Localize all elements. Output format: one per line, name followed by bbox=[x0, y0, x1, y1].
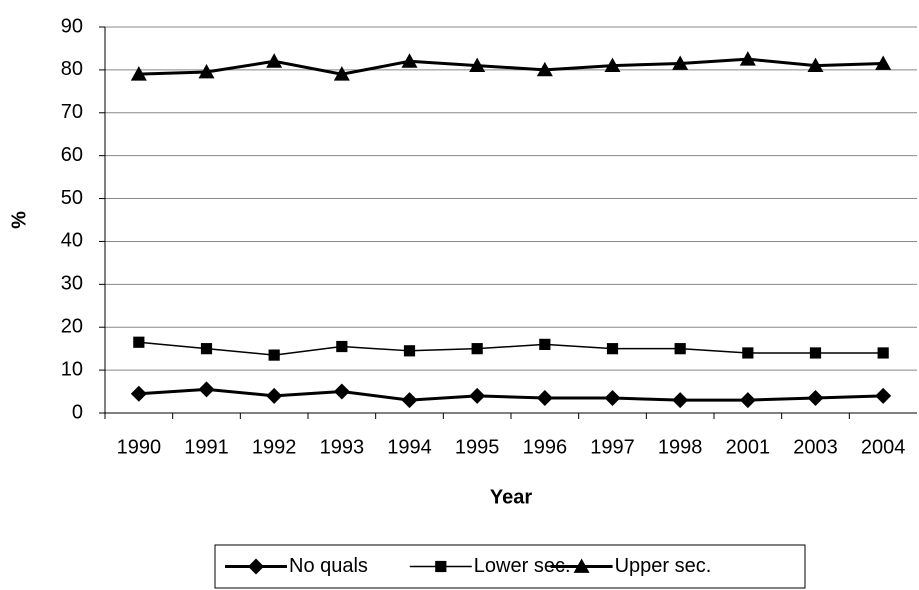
marker bbox=[333, 383, 350, 400]
y-tick-label: 30 bbox=[61, 273, 83, 295]
x-tick-label: 1996 bbox=[523, 436, 568, 458]
y-tick-label: 10 bbox=[61, 358, 83, 380]
x-tick-label: 1992 bbox=[252, 436, 297, 458]
x-tick-label: 1995 bbox=[455, 436, 500, 458]
marker bbox=[266, 387, 283, 404]
marker bbox=[539, 338, 551, 350]
legend-marker bbox=[435, 560, 447, 573]
series-line bbox=[138, 57, 884, 76]
marker bbox=[403, 345, 416, 357]
legend-label: Lower sec. bbox=[474, 555, 571, 577]
marker bbox=[739, 392, 756, 409]
y-tick-label: 80 bbox=[61, 58, 83, 80]
marker bbox=[672, 55, 689, 70]
marker bbox=[739, 51, 756, 66]
marker bbox=[469, 57, 486, 72]
x-tick-label: 2003 bbox=[793, 436, 838, 458]
series-line bbox=[138, 341, 884, 356]
marker bbox=[268, 349, 280, 361]
legend-marker bbox=[248, 558, 264, 575]
marker bbox=[130, 385, 147, 402]
y-tick-label: 50 bbox=[61, 187, 83, 209]
y-axis-title: % bbox=[8, 211, 30, 229]
y-tick-label: 0 bbox=[72, 401, 83, 423]
y-tick-label: 60 bbox=[61, 144, 83, 166]
marker bbox=[807, 57, 824, 72]
marker bbox=[672, 392, 689, 409]
marker bbox=[401, 392, 418, 409]
y-tick-label: 40 bbox=[61, 230, 83, 252]
marker bbox=[742, 347, 754, 359]
x-tick-label: 2004 bbox=[861, 436, 906, 458]
marker bbox=[198, 381, 215, 398]
marker bbox=[536, 389, 553, 406]
x-tick-label: 1997 bbox=[590, 436, 635, 458]
x-tick-label: 1990 bbox=[117, 436, 162, 458]
marker bbox=[875, 387, 892, 404]
marker bbox=[401, 53, 418, 68]
marker bbox=[877, 347, 889, 359]
y-tick-label: 70 bbox=[61, 101, 83, 123]
legend-box bbox=[214, 544, 806, 589]
marker bbox=[604, 389, 621, 406]
marker bbox=[536, 61, 553, 77]
marker bbox=[606, 343, 619, 355]
marker bbox=[471, 343, 483, 355]
marker bbox=[133, 336, 145, 348]
series-line bbox=[138, 387, 884, 402]
marker bbox=[336, 340, 348, 353]
legend-label: No quals bbox=[289, 555, 368, 577]
x-tick-label: 1991 bbox=[184, 436, 229, 458]
marker bbox=[674, 343, 686, 355]
x-tick-label: 1998 bbox=[658, 436, 703, 458]
x-tick-label: 1993 bbox=[320, 436, 365, 458]
marker bbox=[200, 343, 213, 355]
legend-marker bbox=[573, 558, 590, 573]
x-axis-title: Year bbox=[490, 486, 532, 508]
x-tick-label: 1994 bbox=[387, 436, 432, 458]
x-tick-label: 2001 bbox=[726, 436, 771, 458]
legend-label: Upper sec. bbox=[615, 555, 712, 577]
marker bbox=[875, 55, 892, 70]
y-tick-label: 90 bbox=[61, 15, 83, 37]
marker bbox=[130, 66, 147, 81]
y-tick-label: 20 bbox=[61, 316, 83, 338]
marker bbox=[469, 387, 486, 404]
marker bbox=[198, 64, 215, 79]
marker bbox=[266, 53, 283, 68]
marker bbox=[807, 389, 824, 406]
marker bbox=[333, 66, 350, 81]
marker bbox=[604, 57, 621, 72]
marker bbox=[809, 347, 822, 359]
